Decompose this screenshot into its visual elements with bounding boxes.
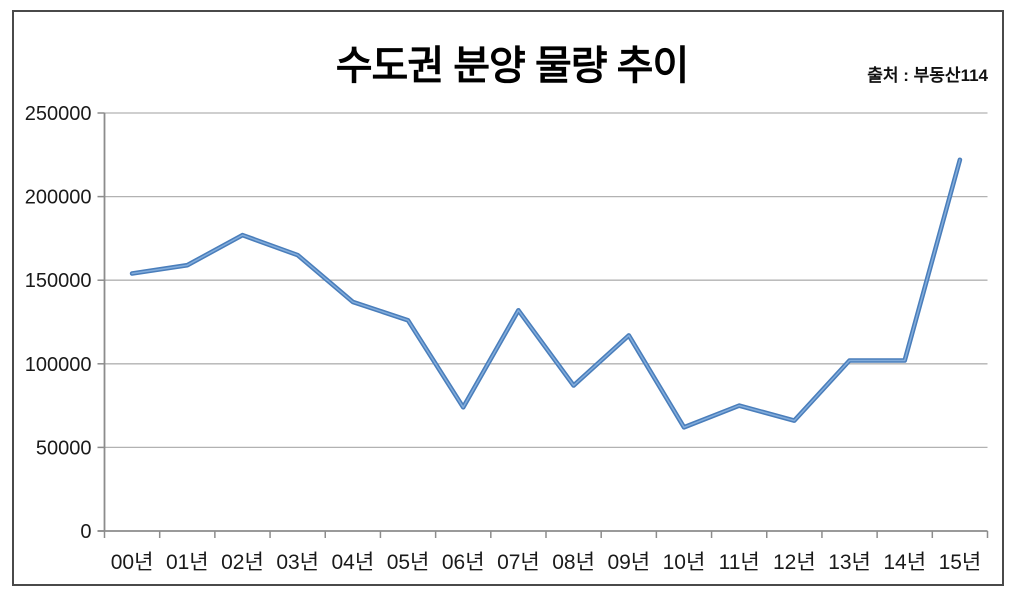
x-axis-label: 05년 <box>387 551 430 574</box>
chart-frame <box>12 10 1004 586</box>
x-axis-label: 00년 <box>111 551 154 574</box>
x-axis-label: 02년 <box>221 551 264 574</box>
x-axis-label: 06년 <box>442 551 485 574</box>
x-axis-label: 10년 <box>663 551 706 574</box>
x-axis-label: 15년 <box>939 551 982 574</box>
x-axis-label: 12년 <box>773 551 816 574</box>
y-axis-label: 150000 <box>25 270 92 292</box>
x-axis-label: 01년 <box>166 551 209 574</box>
series-line <box>129 157 963 430</box>
series-line-highlight <box>131 159 961 429</box>
y-axis-label: 250000 <box>25 103 92 125</box>
chart-title: 수도권 분양 물량 추이 <box>335 44 690 88</box>
source-label: 출처 : 부동산114 <box>867 66 988 85</box>
y-axis-label: 50000 <box>36 437 92 459</box>
x-axis-label: 11년 <box>719 551 760 574</box>
x-axis-label: 04년 <box>332 551 375 574</box>
x-axis-label: 14년 <box>883 551 926 574</box>
x-axis-label: 03년 <box>276 551 319 574</box>
y-axis-label: 200000 <box>25 187 92 209</box>
x-axis-label: 09년 <box>607 551 650 574</box>
y-axis-label: 100000 <box>25 354 92 376</box>
x-axis-label: 08년 <box>552 551 595 574</box>
x-axis-label: 07년 <box>497 551 540 574</box>
y-axis-label: 0 <box>80 521 91 543</box>
x-axis-label: 13년 <box>828 551 871 574</box>
